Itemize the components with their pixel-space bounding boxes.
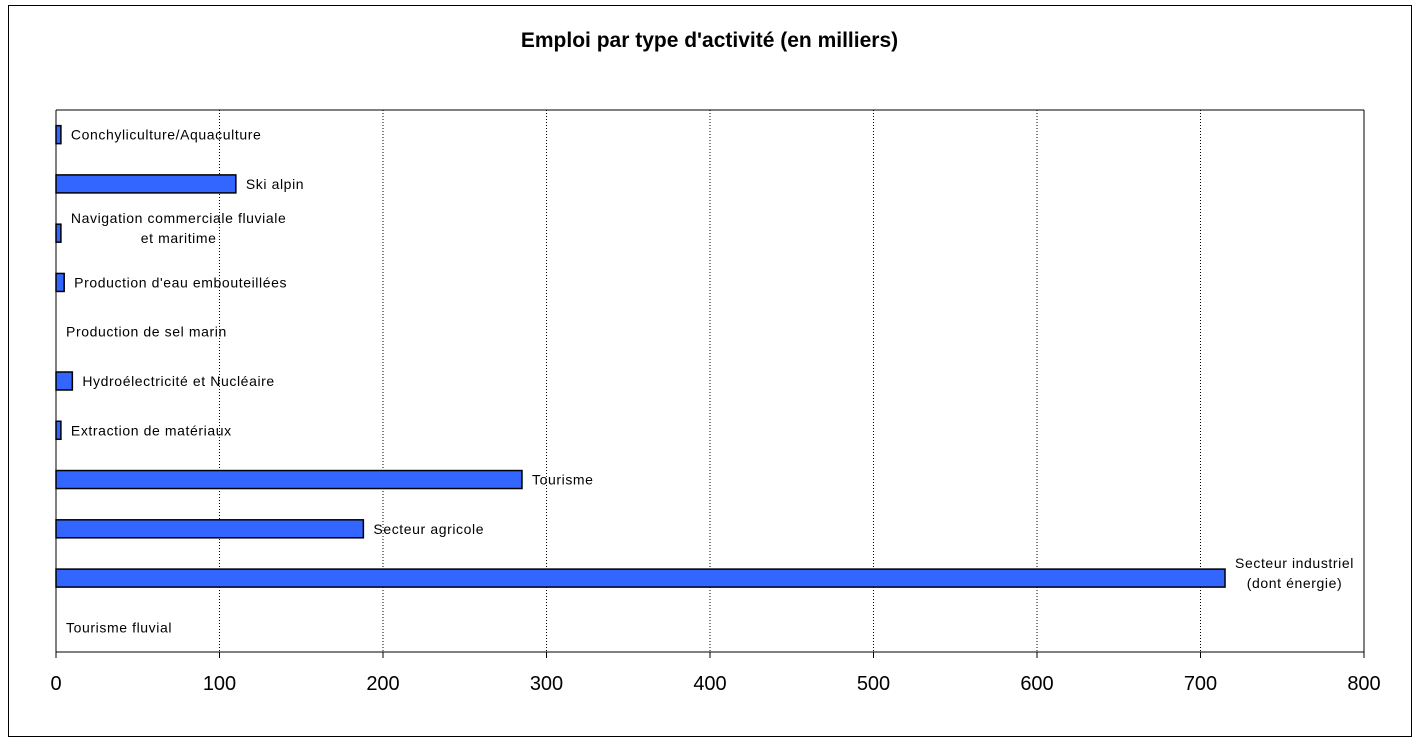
- bar-label: Ski alpin: [246, 176, 304, 192]
- bars: [55, 124, 1226, 588]
- x-tick-label: 100: [203, 673, 236, 695]
- bar: [55, 371, 74, 391]
- x-tick-label: 600: [1020, 673, 1053, 695]
- bar-label: Tourisme fluvial: [66, 619, 172, 635]
- x-axis: 0 100 200 300 400 500 600 700 800: [50, 110, 1381, 695]
- bar-label: Secteur industriel (dont énergie): [1235, 555, 1354, 591]
- bar-label: Conchyliculture/Aquaculture: [71, 127, 262, 143]
- chart-title: Emploi par type d'activité (en milliers): [520, 29, 899, 52]
- bar: [55, 174, 237, 194]
- bar-label: Production de sel marin: [66, 324, 227, 340]
- bar: [55, 420, 62, 441]
- gridlines: [56, 109, 1365, 652]
- x-tick-label: 800: [1347, 673, 1380, 695]
- x-tick-label: 500: [857, 673, 890, 695]
- x-tick-label: 0: [50, 673, 61, 695]
- x-tick-label: 300: [530, 673, 563, 695]
- bar-label: Production d'eau embouteillées: [74, 274, 287, 290]
- bar-label: Tourisme: [532, 472, 594, 488]
- bar: [55, 272, 65, 293]
- bar-label: Extraction de matériaux: [71, 422, 232, 438]
- bar-label: Navigation commerciale fluviale et mariti…: [71, 210, 286, 246]
- bar: [55, 124, 62, 145]
- bar: [55, 519, 365, 539]
- bar: [55, 568, 1226, 588]
- bar-label: Hydroélectricité et Nucléaire: [82, 373, 274, 389]
- x-tick-label: 400: [693, 673, 726, 695]
- bar-label: Secteur agricole: [373, 521, 484, 537]
- bar-labels: Conchyliculture/Aquaculture Ski alpin Navi…: [66, 127, 1354, 636]
- x-tick-label: 200: [366, 673, 399, 695]
- bar: [55, 223, 62, 243]
- bar: [55, 469, 523, 490]
- x-tick-label: 700: [1184, 673, 1217, 695]
